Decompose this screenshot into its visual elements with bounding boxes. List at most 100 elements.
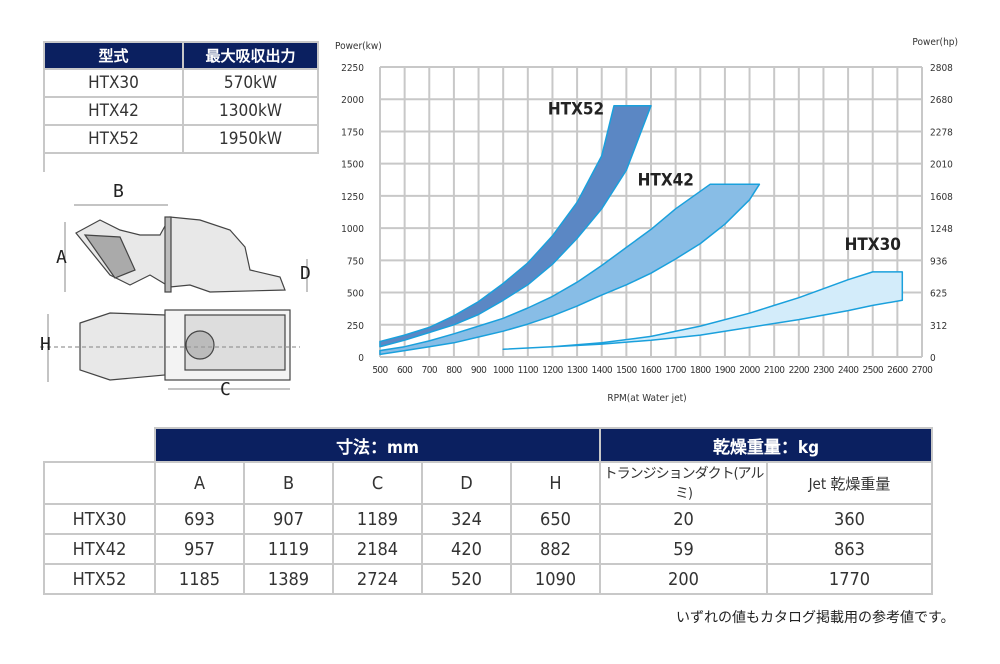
y-tick-label-left: 2000 [341,95,364,106]
dimensions-group-header: 寸法：mm [154,427,601,463]
dimension-label-a: A [56,247,67,268]
y-tick-label-left: 1500 [341,160,364,171]
x-tick-label: 600 [397,365,413,376]
dimension-label-c: C [220,379,231,400]
x-tick-label: 1200 [542,365,563,376]
column-header: C [332,461,423,505]
x-tick-label: 1300 [567,365,588,376]
x-tick-label: 700 [422,365,438,376]
value-cell: 2184 [332,533,423,565]
x-tick-label: 1800 [690,365,711,376]
value-cell: 1185 [154,563,245,595]
y-tick-label-left: 1000 [341,224,364,235]
value-cell: 1770 [766,563,933,595]
value-cell: 2724 [332,563,423,595]
model-cell: HTX42 [43,533,156,565]
divider [43,150,45,172]
x-tick-label: 2300 [813,365,834,376]
x-tick-label: 2500 [862,365,883,376]
table-row: HTX52 1950kW [43,124,319,154]
jet-side-view [75,216,286,293]
y-tick-label-right: 936 [930,256,947,267]
band-htx52 [379,104,652,348]
value-cell: 59 [599,533,768,565]
power-cell: 1950kW [182,124,319,154]
y-tick-label-left: 1750 [341,127,364,138]
series-label: HTX52 [548,100,604,120]
value-cell: 1119 [243,533,334,565]
series-label: HTX30 [845,235,901,255]
y-tick-label-left: 500 [347,289,364,300]
y-tick-label-right: 2010 [930,160,953,171]
value-cell: 520 [421,563,512,595]
value-cell: 20 [599,503,768,535]
x-tick-label: 2000 [739,365,760,376]
x-tick-label: 2400 [838,365,859,376]
model-cell: HTX30 [43,68,184,98]
x-tick-label: 2100 [764,365,785,376]
value-cell: 957 [154,533,245,565]
table-row: HTX42 1300kW [43,96,319,126]
y-axis-right-label: Power(hp) [912,37,958,48]
value-cell: 324 [421,503,512,535]
band-htx42 [379,183,761,356]
x-tick-label: 2600 [887,365,908,376]
y-tick-label-left: 750 [347,256,364,267]
y-tick-label-right: 312 [930,321,947,332]
column-header-row: A B C D H トランジションダクト(アルミ) Jet 乾燥重量 [43,461,933,505]
model-cell: HTX52 [43,563,156,595]
series-label: HTX42 [638,171,694,191]
y-tick-label-right: 0 [930,353,936,364]
value-cell: 863 [766,533,933,565]
jet-top-view [40,309,300,381]
x-tick-label: 2700 [912,365,933,376]
value-cell: 200 [599,563,768,595]
column-header: トランジションダクト(アルミ) [599,461,768,505]
x-tick-label: 900 [471,365,487,376]
column-header: D [421,461,512,505]
empty-corner [44,428,155,463]
x-axis-label: RPM(at Water jet) [607,393,686,404]
y-tick-label-left: 2250 [341,63,364,74]
x-tick-label: 1000 [493,365,514,376]
x-tick-label: 2200 [789,365,810,376]
band-htx30 [502,271,904,351]
value-cell: 693 [154,503,245,535]
model-cell: HTX52 [43,124,184,154]
y-tick-label-right: 2680 [930,95,953,106]
y-axis-left-label: Power(kw) [335,41,382,52]
model-cell: HTX30 [43,503,156,535]
dimension-label-d: D [300,263,311,284]
footnote: いずれの値もカタログ掲載用の参考値です。 [676,610,955,626]
power-cell: 1300kW [182,96,319,126]
table-row: HTX30 570kW [43,68,319,98]
column-header: Jet 乾燥重量 [766,461,933,505]
table-row: HTX30 693 907 1189 324 650 20 360 [43,503,933,535]
column-header: B [243,461,334,505]
y-tick-label-right: 2808 [930,63,953,74]
value-cell: 907 [243,503,334,535]
model-cell: HTX42 [43,96,184,126]
x-tick-label: 1400 [591,365,612,376]
dimensions-table: 寸法：mm 乾燥重量：kg A B C D H トランジションダクト(アルミ) … [43,427,933,595]
y-tick-label-left: 1250 [341,192,364,203]
x-tick-label: 800 [446,365,462,376]
table-row: HTX42 957 1119 2184 420 882 59 863 [43,533,933,565]
y-tick-label-left: 250 [347,321,364,332]
x-tick-label: 1600 [641,365,662,376]
y-tick-label-right: 625 [930,289,947,300]
y-tick-label-left: 0 [358,353,364,364]
tick-labels: 500 600 700 800 900 1000 1100 1200 1300 1400 1500 1… [341,63,953,376]
waterjet-dimension-diagram: B A D H C [40,181,311,400]
max-power-header: 最大吸収出力 [182,41,319,70]
power-spec-table: 型式 最大吸収出力 HTX30 570kW HTX42 1300kW HTX52 19… [43,41,319,154]
x-tick-label: 1500 [616,365,637,376]
x-tick-label: 1900 [715,365,736,376]
power-bands: HTX52 HTX42 HTX30 [379,100,904,356]
empty-cell [43,461,156,505]
value-cell: 1389 [243,563,334,595]
x-tick-label: 1100 [518,365,539,376]
value-cell: 1189 [332,503,423,535]
value-cell: 650 [510,503,601,535]
power-rpm-chart: Power(kw) Power(hp) RPM(at Water jet) 50… [335,37,958,404]
